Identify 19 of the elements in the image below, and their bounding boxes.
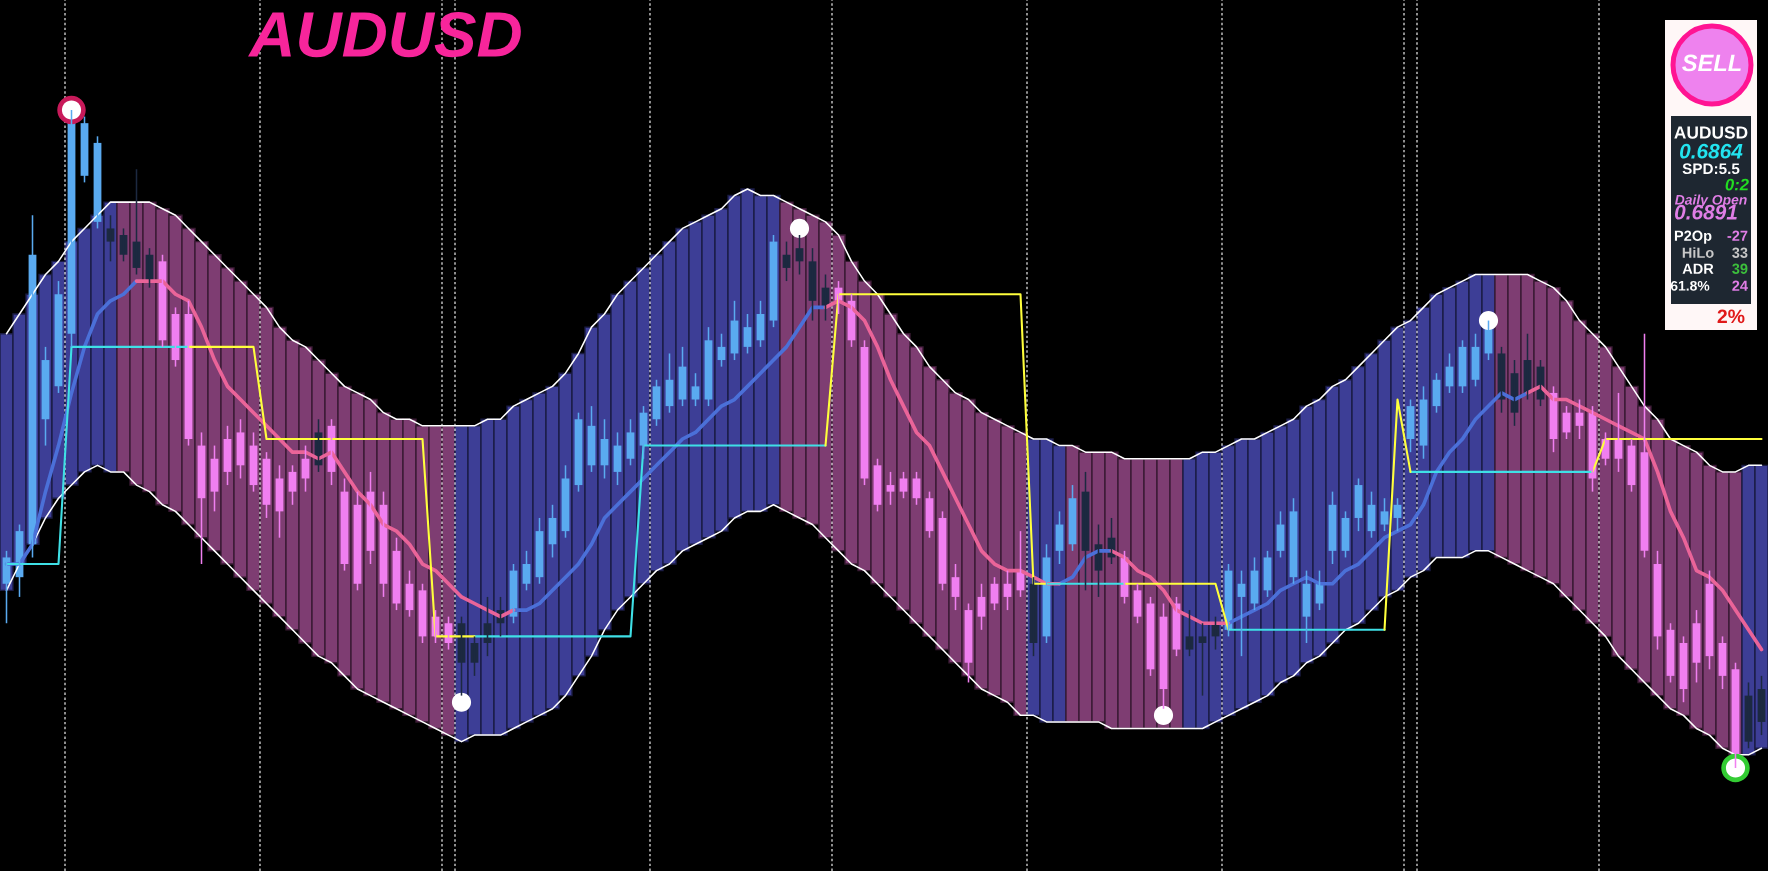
annotation: 61.8% — [1670, 280, 1710, 291]
annotation: 24 — [1732, 280, 1748, 291]
annotation: HiLo — [1682, 247, 1714, 258]
chart-title: AUDUSD — [248, 11, 521, 58]
annotation: SPD:5.5 — [1682, 163, 1740, 175]
annotation: 0.6864 — [1680, 143, 1743, 159]
point — [1478, 310, 1499, 331]
annotation: AUDUSD — [1674, 126, 1748, 139]
annotation: P2Op — [1674, 230, 1712, 244]
annotation: 2% — [1717, 309, 1745, 324]
annotation: 0:2 — [1725, 178, 1749, 191]
annotation: 39 — [1732, 263, 1748, 274]
point — [1153, 705, 1174, 725]
annotation: ADR — [1682, 263, 1714, 274]
point — [789, 218, 810, 239]
text: SELL — [1682, 54, 1741, 72]
annotation: -27 — [1727, 230, 1748, 241]
point — [451, 692, 472, 712]
annotation: 33 — [1732, 247, 1748, 258]
